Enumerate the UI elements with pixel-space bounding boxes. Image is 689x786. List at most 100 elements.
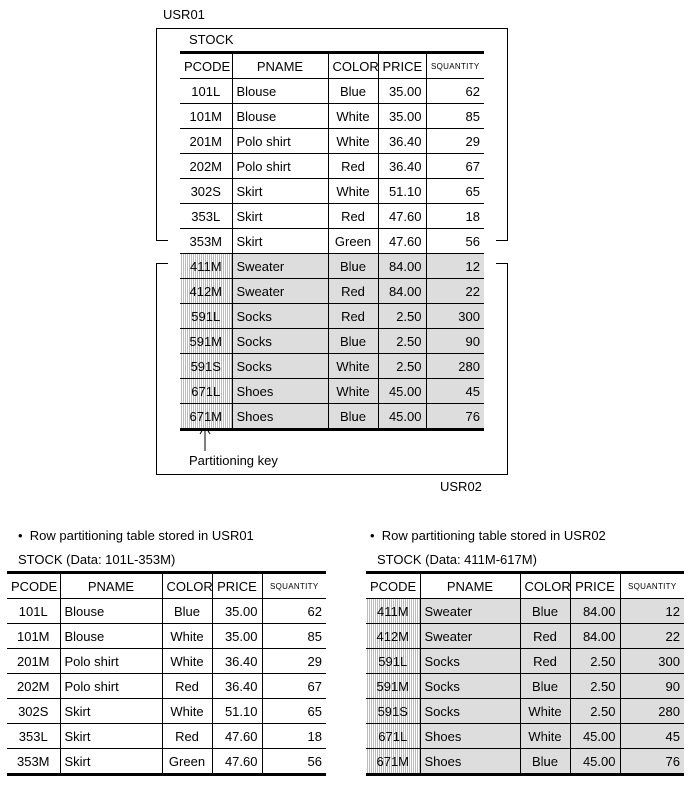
frame-tick xyxy=(156,240,168,241)
table-row: 101L Blouse Blue 35.00 62 xyxy=(7,598,326,624)
column-header: PNAME xyxy=(59,572,162,599)
table-cell: 280 xyxy=(619,698,684,724)
table-cell: 62 xyxy=(425,78,484,104)
table-row: 201M Polo shirt White 36.40 29 xyxy=(180,128,484,154)
table-cell: 47.60 xyxy=(211,748,262,775)
table-cell: Socks xyxy=(231,353,328,379)
table-row: 353M Skirt Green 47.60 56 xyxy=(180,228,484,254)
table-cell: 36.40 xyxy=(211,648,262,674)
table-cell: Red xyxy=(161,673,212,699)
table-cell: 62 xyxy=(261,598,326,624)
table-cell: Skirt xyxy=(59,723,162,749)
table-cell: Blue xyxy=(519,673,570,699)
table-cell: 65 xyxy=(261,698,326,724)
table-cell: 45 xyxy=(619,723,684,749)
table-cell: 101L xyxy=(180,78,232,104)
table-cell: White xyxy=(327,378,378,404)
table-cell: White xyxy=(327,103,378,129)
table-cell: 2.50 xyxy=(569,648,620,674)
table-cell: Socks xyxy=(419,648,520,674)
table-cell: 35.00 xyxy=(211,598,262,624)
table-cell: 51.10 xyxy=(211,698,262,724)
table-cell: Red xyxy=(327,278,378,304)
header-row: PCODE PNAME COLOR PRICE SQUANTITY xyxy=(180,52,484,79)
column-header: COLOR xyxy=(327,52,378,79)
usr01-stock-table: PCODE PNAME COLOR PRICE SQUANTITY 101L Blouse B… xyxy=(7,571,326,776)
table-row: 591S Socks White 2.50 280 xyxy=(366,698,684,724)
table-cell: 300 xyxy=(619,648,684,674)
table-cell: 280 xyxy=(425,353,484,379)
table-cell: White xyxy=(327,128,378,154)
table-cell: 45.00 xyxy=(377,378,426,404)
table-cell: Blouse xyxy=(59,598,162,624)
table-cell: 84.00 xyxy=(569,623,620,649)
table-row: 302S Skirt White 51.10 65 xyxy=(180,178,484,204)
table-row: 101M Blouse White 35.00 85 xyxy=(180,103,484,129)
usr01-frame xyxy=(156,28,508,241)
table-cell: 671M xyxy=(366,748,420,775)
table-row: 353M Skirt Green 47.60 56 xyxy=(7,748,326,775)
table-cell: 671L xyxy=(366,723,420,749)
table-cell: 353L xyxy=(180,203,232,229)
table-cell: 201M xyxy=(7,648,60,674)
table-cell: 47.60 xyxy=(377,203,426,229)
table-cell: White xyxy=(161,623,212,649)
usr02-bullet-text: Row partitioning table stored in USR02 xyxy=(381,528,606,543)
table-cell: 56 xyxy=(425,228,484,254)
frame-tick xyxy=(156,263,168,264)
table-cell: 202M xyxy=(180,153,232,179)
table-cell: 302S xyxy=(7,698,60,724)
table-cell: 51.10 xyxy=(377,178,426,204)
table-cell: Blue xyxy=(519,598,570,624)
table-cell: 29 xyxy=(425,128,484,154)
table-cell: White xyxy=(519,723,570,749)
table-cell: 302S xyxy=(180,178,232,204)
table-cell: 591M xyxy=(366,673,420,699)
usr02-table-title: STOCK (Data: 411M-617M) xyxy=(377,552,537,567)
table-cell: Blue xyxy=(327,253,378,279)
frame-tick xyxy=(496,240,507,241)
table-cell: 47.60 xyxy=(377,228,426,254)
table-cell: 353M xyxy=(7,748,60,775)
table-cell: 65 xyxy=(425,178,484,204)
table-cell: Shoes xyxy=(231,378,328,404)
table-cell: 12 xyxy=(619,598,684,624)
table-cell: 84.00 xyxy=(569,598,620,624)
table-row: 353L Skirt Red 47.60 18 xyxy=(180,203,484,229)
table-cell: 85 xyxy=(261,623,326,649)
usr01-table-title: STOCK (Data: 101L-353M) xyxy=(18,552,176,567)
column-header: SQUANTITY xyxy=(261,572,326,599)
header-row: PCODE PNAME COLOR PRICE SQUANTITY xyxy=(366,572,684,599)
table-row: 302S Skirt White 51.10 65 xyxy=(7,698,326,724)
table-row: 671M Shoes Blue 45.00 76 xyxy=(366,748,684,775)
table-cell: Red xyxy=(519,648,570,674)
table-row: 101M Blouse White 35.00 85 xyxy=(7,623,326,649)
table-cell: Red xyxy=(327,153,378,179)
table-cell: 411M xyxy=(366,598,420,624)
table-cell: 45.00 xyxy=(569,723,620,749)
usr02-stock-table: PCODE PNAME COLOR PRICE SQUANTITY 411M Sweater… xyxy=(366,571,684,776)
table-cell: Skirt xyxy=(59,748,162,775)
table-cell: Blouse xyxy=(59,623,162,649)
table-cell: 2.50 xyxy=(377,303,426,329)
table-cell: 591S xyxy=(180,353,232,379)
table-row: 412M Sweater Red 84.00 22 xyxy=(366,623,684,649)
table-cell: Skirt xyxy=(231,178,328,204)
column-header: SQUANTITY xyxy=(425,52,484,79)
table-cell: 56 xyxy=(261,748,326,775)
table-cell: Green xyxy=(327,228,378,254)
table-row: 201M Polo shirt White 36.40 29 xyxy=(7,648,326,674)
table-cell: 45.00 xyxy=(569,748,620,775)
table-cell: 35.00 xyxy=(377,78,426,104)
table-row: 591L Socks Red 2.50 300 xyxy=(180,303,484,329)
table-cell: 76 xyxy=(425,403,484,430)
table-cell: Blue xyxy=(327,328,378,354)
table-cell: Red xyxy=(519,623,570,649)
usr01-bullet-text: Row partitioning table stored in USR01 xyxy=(29,528,254,543)
table-cell: 85 xyxy=(425,103,484,129)
column-header: PCODE xyxy=(366,572,420,599)
table-cell: 36.40 xyxy=(377,128,426,154)
table-cell: 84.00 xyxy=(377,253,426,279)
column-header: PNAME xyxy=(419,572,520,599)
table-cell: Socks xyxy=(231,328,328,354)
